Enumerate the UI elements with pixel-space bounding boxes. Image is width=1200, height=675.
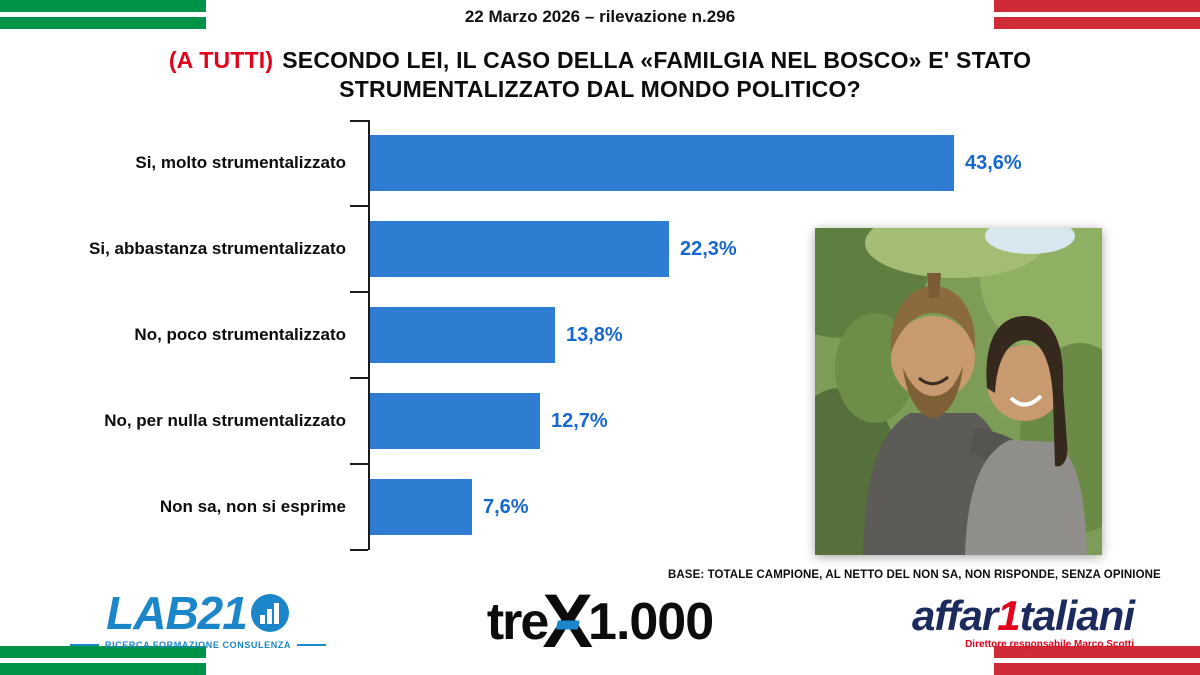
question-title: (A TUTTI) SECONDO LEI, IL CASO DELLA «FAM… bbox=[0, 46, 1200, 104]
bar bbox=[370, 307, 555, 363]
value-label: 7,6% bbox=[483, 495, 529, 518]
flag-stripe-bottom-left bbox=[0, 646, 206, 675]
axis-tick bbox=[350, 549, 368, 551]
category-label: No, poco strumentalizzato bbox=[134, 325, 346, 344]
flag-stripe-top-right bbox=[994, 0, 1200, 29]
bar bbox=[370, 393, 540, 449]
affari-subtitle: Direttore responsabile Marco Scotti bbox=[965, 639, 1134, 650]
axis-tick bbox=[350, 463, 368, 465]
rilevazione-label: rilevazione n. bbox=[599, 7, 707, 26]
chart-row: No, poco strumentalizzato 13,8% bbox=[0, 292, 1200, 378]
family-photo bbox=[815, 228, 1102, 555]
lab21-chart-icon bbox=[250, 594, 289, 632]
flag-stripe-bottom-right bbox=[994, 646, 1200, 675]
affaritaliani-logo: affar1taliani Direttore responsabile Mar… bbox=[911, 592, 1135, 651]
value-label: 22,3% bbox=[680, 237, 737, 260]
lab21-logo: LAB21 RICERCA FORMAZIONE CONSULENZA bbox=[70, 590, 326, 650]
bar bbox=[370, 221, 669, 277]
lab21-logo-text: LAB21 bbox=[106, 587, 248, 639]
trex1000-logo: tre X 1.000 bbox=[486, 584, 714, 660]
flag-stripe-top-left bbox=[0, 0, 206, 29]
axis-tick bbox=[350, 205, 368, 207]
family-photo-illustration bbox=[815, 228, 1102, 555]
affari-red-one: 1 bbox=[997, 592, 1020, 639]
axis-tick bbox=[350, 291, 368, 293]
trex-blue-mark bbox=[555, 620, 580, 630]
value-label: 43,6% bbox=[965, 151, 1022, 174]
bar bbox=[370, 479, 472, 535]
category-label: Non sa, non si esprime bbox=[159, 497, 346, 516]
affari-part2: taliani bbox=[1019, 592, 1135, 639]
chart-row: Si, molto strumentalizzato 43,6% bbox=[0, 120, 1200, 206]
trex-x: X bbox=[542, 584, 593, 660]
category-label: No, per nulla strumentalizzato bbox=[104, 411, 346, 430]
question-text-1: SECONDO LEI, IL CASO DELLA «FAMILGIA NEL… bbox=[282, 47, 1032, 73]
axis-tick bbox=[350, 120, 368, 122]
bar bbox=[370, 135, 954, 191]
chart-row: No, per nulla strumentalizzato 12,7% bbox=[0, 378, 1200, 464]
question-title-line1: (A TUTTI) SECONDO LEI, IL CASO DELLA «FAM… bbox=[0, 46, 1200, 75]
category-label: Si, abbastanza strumentalizzato bbox=[89, 239, 346, 258]
chart-row: Non sa, non si esprime 7,6% bbox=[0, 464, 1200, 550]
date-separator: – bbox=[584, 7, 595, 26]
trex-part1: tre bbox=[486, 593, 550, 651]
affari-part1: affar bbox=[911, 592, 998, 639]
bar-chart: Si, molto strumentalizzato 43,6% Si, abbas… bbox=[0, 120, 1200, 551]
base-note: BASE: TOTALE CAMPIONE, AL NETTO DEL NON … bbox=[668, 569, 1161, 581]
lab21-subtitle: RICERCA FORMAZIONE CONSULENZA bbox=[70, 640, 326, 650]
rilevazione-number: 296 bbox=[706, 7, 736, 26]
value-label: 12,7% bbox=[551, 409, 608, 432]
chart-row: Si, abbastanza strumentalizzato 22,3% bbox=[0, 206, 1200, 292]
category-label: Si, molto strumentalizzato bbox=[135, 153, 346, 172]
question-audience-tag: (A TUTTI) bbox=[168, 47, 274, 73]
trex-part2: 1.000 bbox=[588, 593, 714, 651]
value-label: 13,8% bbox=[566, 323, 623, 346]
question-title-line2: STRUMENTALIZZATO DAL MONDO POLITICO? bbox=[339, 76, 861, 102]
axis-tick bbox=[350, 377, 368, 379]
chart-axis bbox=[368, 120, 370, 550]
survey-date: 22 Marzo 2026 – rilevazione n.296 bbox=[0, 7, 1200, 27]
date-text: 22 Marzo 2026 bbox=[464, 7, 581, 26]
